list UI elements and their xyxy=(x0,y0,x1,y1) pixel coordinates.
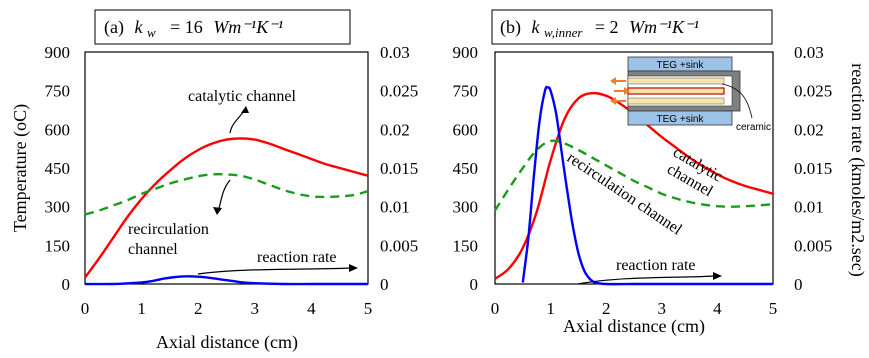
panel-a-title-value: = 16 xyxy=(170,17,203,37)
inset-top-teg-label: TEG +sink xyxy=(657,60,705,71)
panel-b-arrow-rate xyxy=(577,275,717,285)
panel-a-title-symbol: k xyxy=(134,17,143,37)
panel-b-label: (b) xyxy=(500,17,521,38)
inset-ceramic-label: ceramic xyxy=(736,122,771,133)
panel-a-y-axis-label: Temperature (oC) xyxy=(10,104,31,232)
x-tick-label: 5 xyxy=(364,299,373,318)
x-tick-label: 2 xyxy=(194,299,203,318)
panel-b-y2-axis-label: reaction rate (kmoles/m2.sec) xyxy=(847,63,868,276)
x-tick-label: 5 xyxy=(769,299,778,318)
panel-a-arrowhead-rate xyxy=(349,264,358,272)
panel-a-annotation-recirc-1: recirculation xyxy=(128,221,209,238)
panel-b-title-subscript: w,inner xyxy=(544,25,583,40)
panel-b-title-box xyxy=(491,9,773,45)
panel-a-x-axis-label: Axial distance (cm) xyxy=(156,332,298,353)
panel-b-title-symbol: k xyxy=(532,17,541,37)
panel-a-arrow-recirc xyxy=(217,179,231,213)
y-tick-label: 0 xyxy=(470,275,479,294)
panel-a-title-box xyxy=(94,9,351,45)
y2-tick-label: 0.005 xyxy=(380,236,418,255)
y2-tick-label: 0.02 xyxy=(380,120,410,139)
inset-ceramic-pointer xyxy=(721,83,753,119)
x-tick-label: 1 xyxy=(137,299,146,318)
panel-a-arrow-rate xyxy=(197,267,353,275)
y-tick-label: 300 xyxy=(453,198,479,217)
y-tick-label: 750 xyxy=(45,82,71,101)
series-line-reaction-rate xyxy=(84,275,368,286)
panel-a-x-tick-labels: 0 1 2 3 4 5 xyxy=(81,299,373,318)
x-tick-label: 0 xyxy=(491,299,500,318)
panel-b-annotation-recirc: recirculation channel xyxy=(564,149,686,239)
y2-tick-label: 0.01 xyxy=(380,198,410,217)
panel-a-y2-tick-labels: 0 0.005 0.01 0.015 0.02 0.025 0.03 xyxy=(380,43,418,294)
y-tick-label: 600 xyxy=(453,120,479,139)
panel-a-plot-frame xyxy=(84,51,369,285)
x-tick-label: 3 xyxy=(658,299,667,318)
x-tick-label: 1 xyxy=(546,299,555,318)
y-tick-label: 450 xyxy=(453,159,479,178)
x-tick-label: 4 xyxy=(307,299,316,318)
y2-tick-label: 0.03 xyxy=(794,43,824,62)
inset-flow-arrowhead-3 xyxy=(610,97,616,105)
series-line-reaction-rate xyxy=(521,85,773,286)
inset-ceramic-bottom xyxy=(627,97,725,105)
inset-flow-arrowhead-1 xyxy=(610,77,616,85)
panel-a-arrowhead-catalytic xyxy=(241,106,249,113)
y2-tick-label: 0.025 xyxy=(794,82,832,101)
y2-tick-label: 0.03 xyxy=(380,43,410,62)
series-line-catalytic-channel xyxy=(84,137,369,279)
panel-a-label: (a) xyxy=(104,17,124,38)
y2-tick-label: 0.01 xyxy=(794,198,824,217)
panel-a-title: (a) k w = 16 Wm⁻¹K⁻¹ xyxy=(104,17,283,41)
y2-tick-label: 0.005 xyxy=(794,236,832,255)
inset-catalytic-core xyxy=(627,87,725,95)
y-tick-label: 300 xyxy=(45,198,71,217)
panel-a-title-units: Wm⁻¹K⁻¹ xyxy=(213,17,283,37)
panel-b-annotation-rate: reaction rate xyxy=(616,257,696,274)
inset-bottom-teg xyxy=(627,110,733,126)
inset-flow-arrowhead-2 xyxy=(624,87,630,95)
y-tick-label: 900 xyxy=(45,43,71,62)
panel-b-title-units: Wm⁻¹K⁻¹ xyxy=(629,17,699,37)
panel-a-annotation-recirc-2: channel xyxy=(128,241,178,258)
x-tick-label: 3 xyxy=(251,299,260,318)
inset-ceramic-top xyxy=(627,77,725,85)
y2-tick-label: 0 xyxy=(380,275,389,294)
panel-b-y-tick-labels: 0 150 300 450 600 750 900 xyxy=(453,43,479,294)
panel-b-x-tick-labels: 0 1 2 3 4 5 xyxy=(491,299,778,318)
panel-b-title: (b) k w,inner = 2 Wm⁻¹K⁻¹ xyxy=(500,17,699,41)
panel-b-arrowhead-rate xyxy=(713,272,722,280)
y2-tick-label: 0.015 xyxy=(380,159,418,178)
y-tick-label: 150 xyxy=(453,236,479,255)
series-line-recirculation-channel xyxy=(84,173,369,216)
y-tick-label: 150 xyxy=(45,236,71,255)
panel-a-y-tick-labels: 0 150 300 450 600 750 900 xyxy=(45,43,71,294)
y2-tick-label: 0.02 xyxy=(794,120,824,139)
y-tick-label: 750 xyxy=(453,82,479,101)
panel-a-annotation-rate: reaction rate xyxy=(257,249,337,266)
panel-a-title-subscript: w xyxy=(147,25,156,40)
panel-b-title-value: = 2 xyxy=(595,17,619,37)
y2-tick-label: 0 xyxy=(794,275,803,294)
panel-a-annotation-catalytic: catalytic channel xyxy=(188,88,296,105)
panel-a-arrowhead-recirc xyxy=(213,207,222,215)
panel-b-y2-tick-labels: 0 0.005 0.01 0.015 0.02 0.025 0.03 xyxy=(794,43,832,294)
panel-b-inset-schematic: TEG +sink TEG +sink ceramic xyxy=(610,56,771,133)
panel-a-series xyxy=(84,137,369,286)
y2-tick-label: 0.015 xyxy=(794,159,832,178)
x-tick-label: 0 xyxy=(81,299,90,318)
y-tick-label: 0 xyxy=(62,275,71,294)
y-tick-label: 900 xyxy=(453,43,479,62)
y-tick-label: 450 xyxy=(45,159,71,178)
y-tick-label: 600 xyxy=(45,120,71,139)
y2-tick-label: 0.025 xyxy=(380,82,418,101)
inset-bottom-teg-label: TEG +sink xyxy=(657,114,705,125)
x-tick-label: 2 xyxy=(602,299,611,318)
x-tick-label: 4 xyxy=(713,299,722,318)
panel-b-x-axis-label: Axial distance (cm) xyxy=(563,316,705,337)
series-line-recirculation-channel xyxy=(493,139,774,212)
